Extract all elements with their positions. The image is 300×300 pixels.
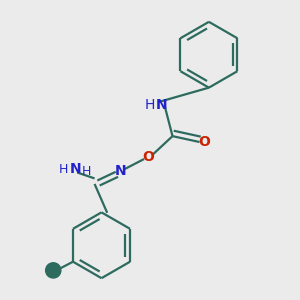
Text: O: O bbox=[142, 150, 154, 164]
Text: H: H bbox=[82, 165, 91, 178]
Text: O: O bbox=[198, 135, 210, 149]
Text: H: H bbox=[145, 98, 155, 112]
Text: N: N bbox=[69, 162, 81, 176]
Text: H: H bbox=[59, 163, 68, 176]
Text: N: N bbox=[115, 164, 126, 178]
Text: N: N bbox=[156, 98, 167, 112]
Circle shape bbox=[46, 263, 61, 278]
